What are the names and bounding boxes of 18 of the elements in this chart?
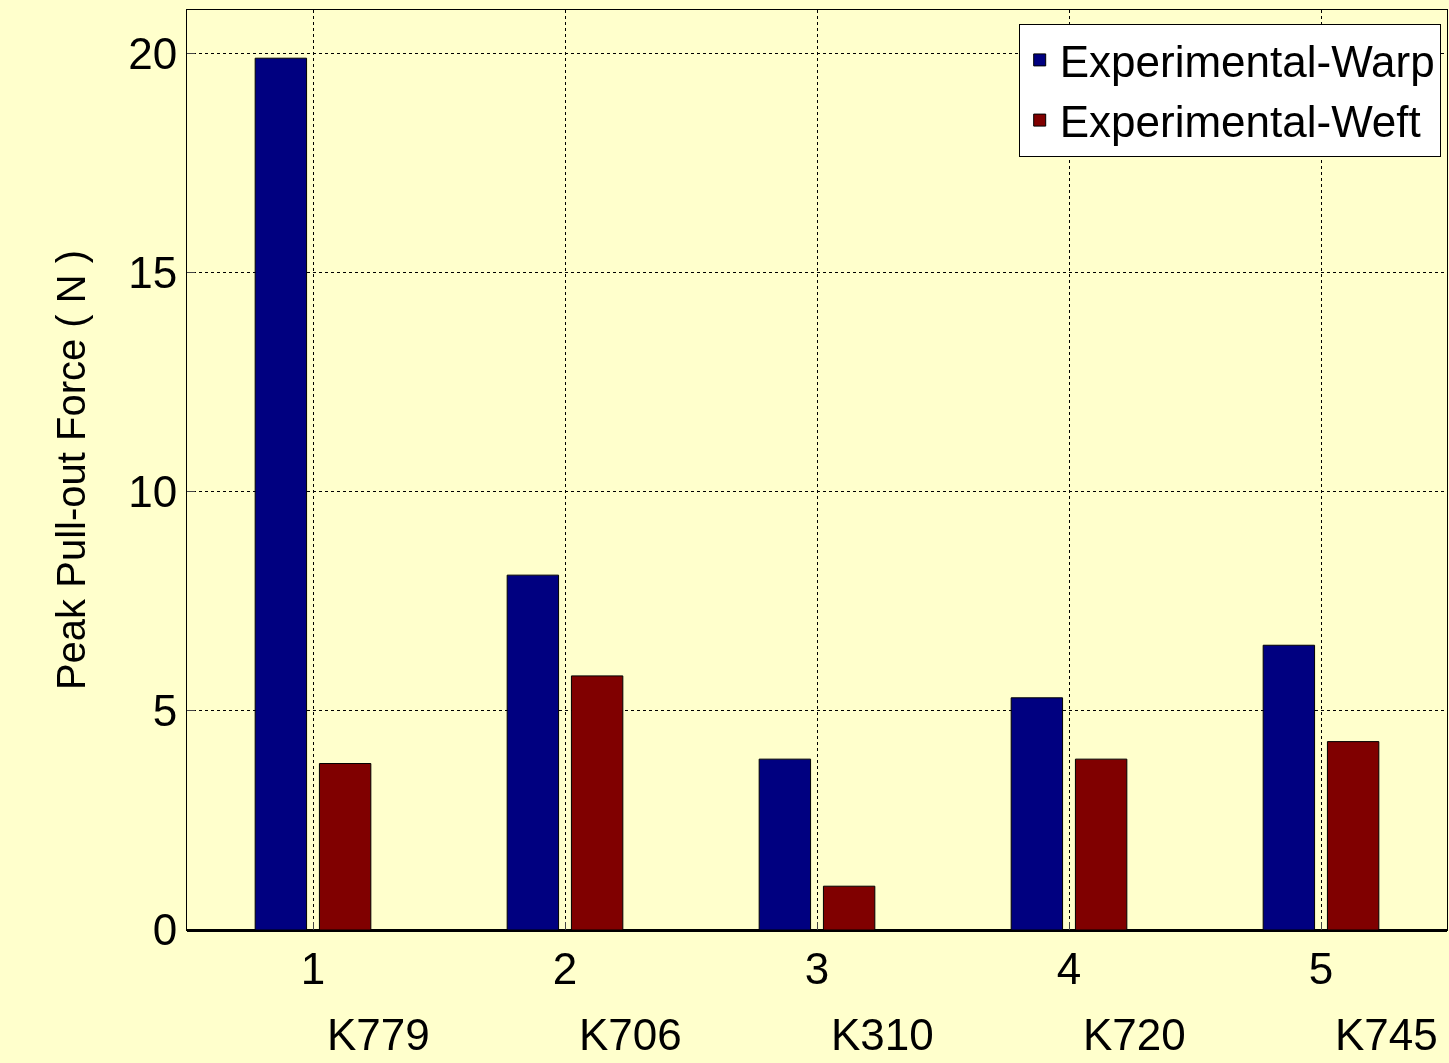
text: K720 [1083, 1010, 1186, 1059]
y-tick-label: 10 [128, 467, 178, 517]
x-tick-label: 2 [552, 943, 578, 993]
text: K310 [831, 1010, 934, 1059]
y-tick-label: 0 [152, 905, 178, 955]
text: K745 [1335, 1010, 1438, 1059]
x-tick-label: 4 [1056, 943, 1082, 993]
text: K779 [327, 1010, 430, 1059]
x-tick-label: 5 [1308, 943, 1334, 993]
text: K706 [579, 1010, 682, 1059]
y-tick-label: 5 [152, 686, 178, 736]
x-tick-label: 1 [300, 943, 326, 993]
y-tick-label: 20 [128, 29, 178, 79]
y-axis-title: Peak Pull-out Force ( N ) [48, 249, 93, 691]
y-tick-label: 15 [128, 248, 178, 298]
x-tick-label: 3 [804, 943, 830, 993]
legend-label: Experimental-Weft [1059, 97, 1421, 147]
legend-label: Experimental-Warp [1059, 37, 1435, 87]
